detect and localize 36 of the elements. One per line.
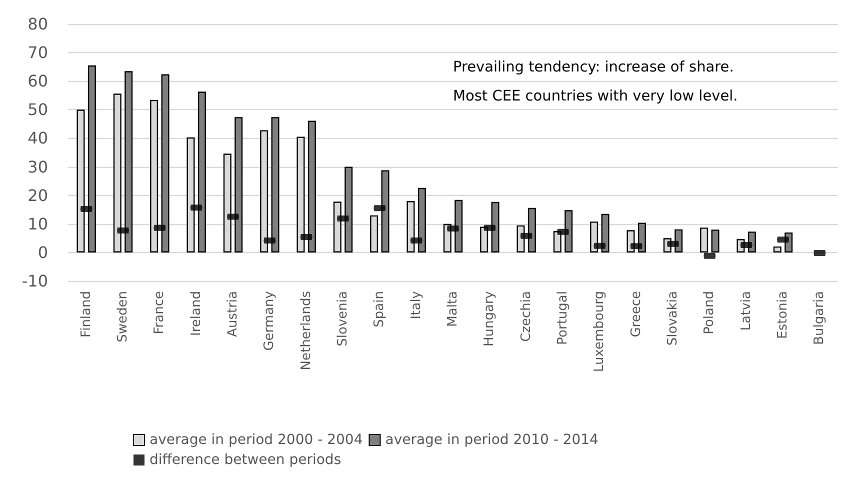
y-tick-label: 20 bbox=[28, 186, 48, 205]
y-tick-label: 0 bbox=[38, 242, 48, 262]
x-tick-label: Hungary bbox=[482, 290, 498, 347]
y-tick-label: 60 bbox=[28, 72, 48, 91]
y-tick-label: 80 bbox=[28, 14, 48, 34]
x-tick-label: Germany bbox=[262, 290, 278, 351]
x-tick-label: Finland bbox=[78, 291, 94, 338]
y-tick-label: 10 bbox=[28, 214, 48, 234]
legend-label: average in period 2010 - 2014 bbox=[385, 432, 599, 448]
x-tick-label: Spain bbox=[372, 291, 388, 328]
x-tick-label: Portugal bbox=[556, 291, 570, 345]
x-tick-label: Ireland bbox=[188, 291, 204, 336]
x-tick-label: France bbox=[152, 291, 168, 334]
annotation: Most CEE countries with very low level. bbox=[453, 88, 738, 104]
x-tick-label: Netherlands bbox=[298, 290, 314, 370]
x-tick-label: Slovenia bbox=[336, 291, 350, 346]
x-tick-label: Austria bbox=[226, 291, 240, 337]
x-tick-label: Czechia bbox=[518, 291, 534, 342]
x-tick-label: Latvia bbox=[738, 291, 754, 331]
y-tick-label: 50 bbox=[28, 100, 48, 120]
x-tick-label: Estonia bbox=[776, 291, 790, 339]
y-tick-label: -10 bbox=[22, 272, 48, 290]
x-tick-label: Sweden bbox=[116, 291, 130, 342]
x-tick-label: Bulgaria bbox=[812, 291, 828, 345]
x-tick-label: Luxembourg bbox=[592, 291, 608, 372]
annotation: Prevailing tendency: increase of share. bbox=[453, 60, 734, 76]
x-tick-label: Italy bbox=[408, 290, 424, 320]
y-tick-label: 40 bbox=[28, 128, 48, 148]
x-tick-label: Poland bbox=[702, 291, 718, 334]
y-tick-label: 30 bbox=[28, 157, 48, 176]
legend-label: average in period 2000 - 2004 bbox=[150, 432, 363, 448]
legend-label: difference between periods bbox=[150, 452, 342, 468]
y-tick-label: 70 bbox=[28, 43, 48, 62]
x-tick-label: Malta bbox=[446, 291, 460, 327]
x-tick-label: Slovakia bbox=[666, 291, 680, 346]
x-tick-label: Greece bbox=[628, 291, 644, 338]
